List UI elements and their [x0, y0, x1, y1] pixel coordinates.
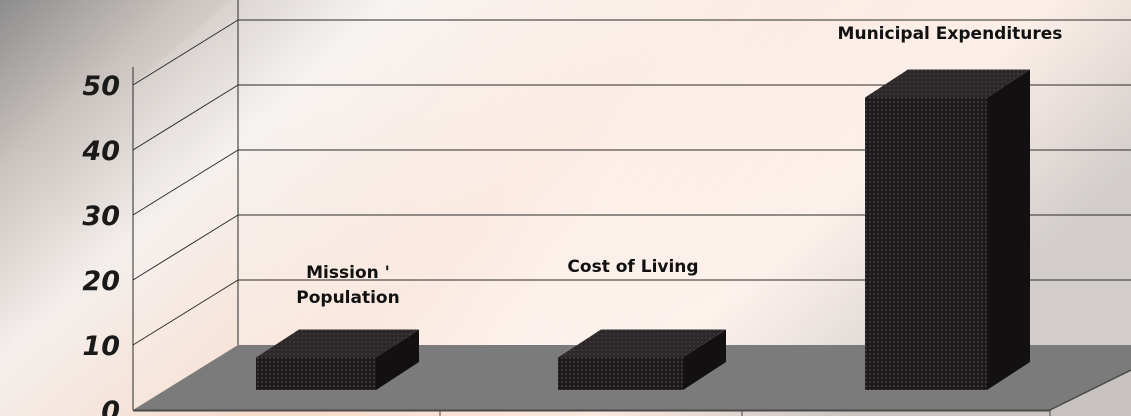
bar-top-texture [256, 329, 419, 358]
y-axis-ticks: 0 10 20 30 40 50 [81, 71, 120, 416]
category-label: Cost of Living [567, 257, 698, 277]
bar-side [987, 69, 1030, 390]
category-label: Mission ' [306, 263, 390, 283]
bar [558, 329, 726, 390]
y-tick-label: 0 [101, 396, 120, 416]
bar-top-texture [865, 69, 1030, 98]
floor-right-edge [1049, 369, 1131, 411]
y-tick-label: 20 [82, 266, 120, 297]
y-tick-label: 10 [82, 331, 120, 362]
side-wall [133, 0, 238, 410]
bar-labels: Mission ' Population Cost of Living Municip… [296, 24, 1062, 308]
bar [256, 329, 419, 390]
bar [865, 69, 1030, 390]
bar-top-texture [558, 329, 726, 358]
bar-side [376, 329, 419, 390]
y-tick-label: 40 [81, 136, 120, 167]
bar-front-texture [256, 357, 376, 390]
y-tick-label: 50 [82, 71, 120, 102]
gridline-diagonal [132, 19, 239, 86]
gridline-diagonal [132, 279, 239, 346]
gridline-diagonal [132, 149, 239, 216]
gridline-diagonal [132, 214, 239, 281]
bar-front-texture [558, 357, 683, 390]
bars [256, 69, 1030, 390]
category-label: Population [296, 288, 399, 308]
category-label: Municipal Expenditures [838, 24, 1063, 44]
bar-side [683, 329, 726, 390]
gridline-diagonal [132, 84, 239, 151]
y-tick-label: 30 [82, 201, 120, 232]
bar-front-texture [865, 97, 987, 390]
